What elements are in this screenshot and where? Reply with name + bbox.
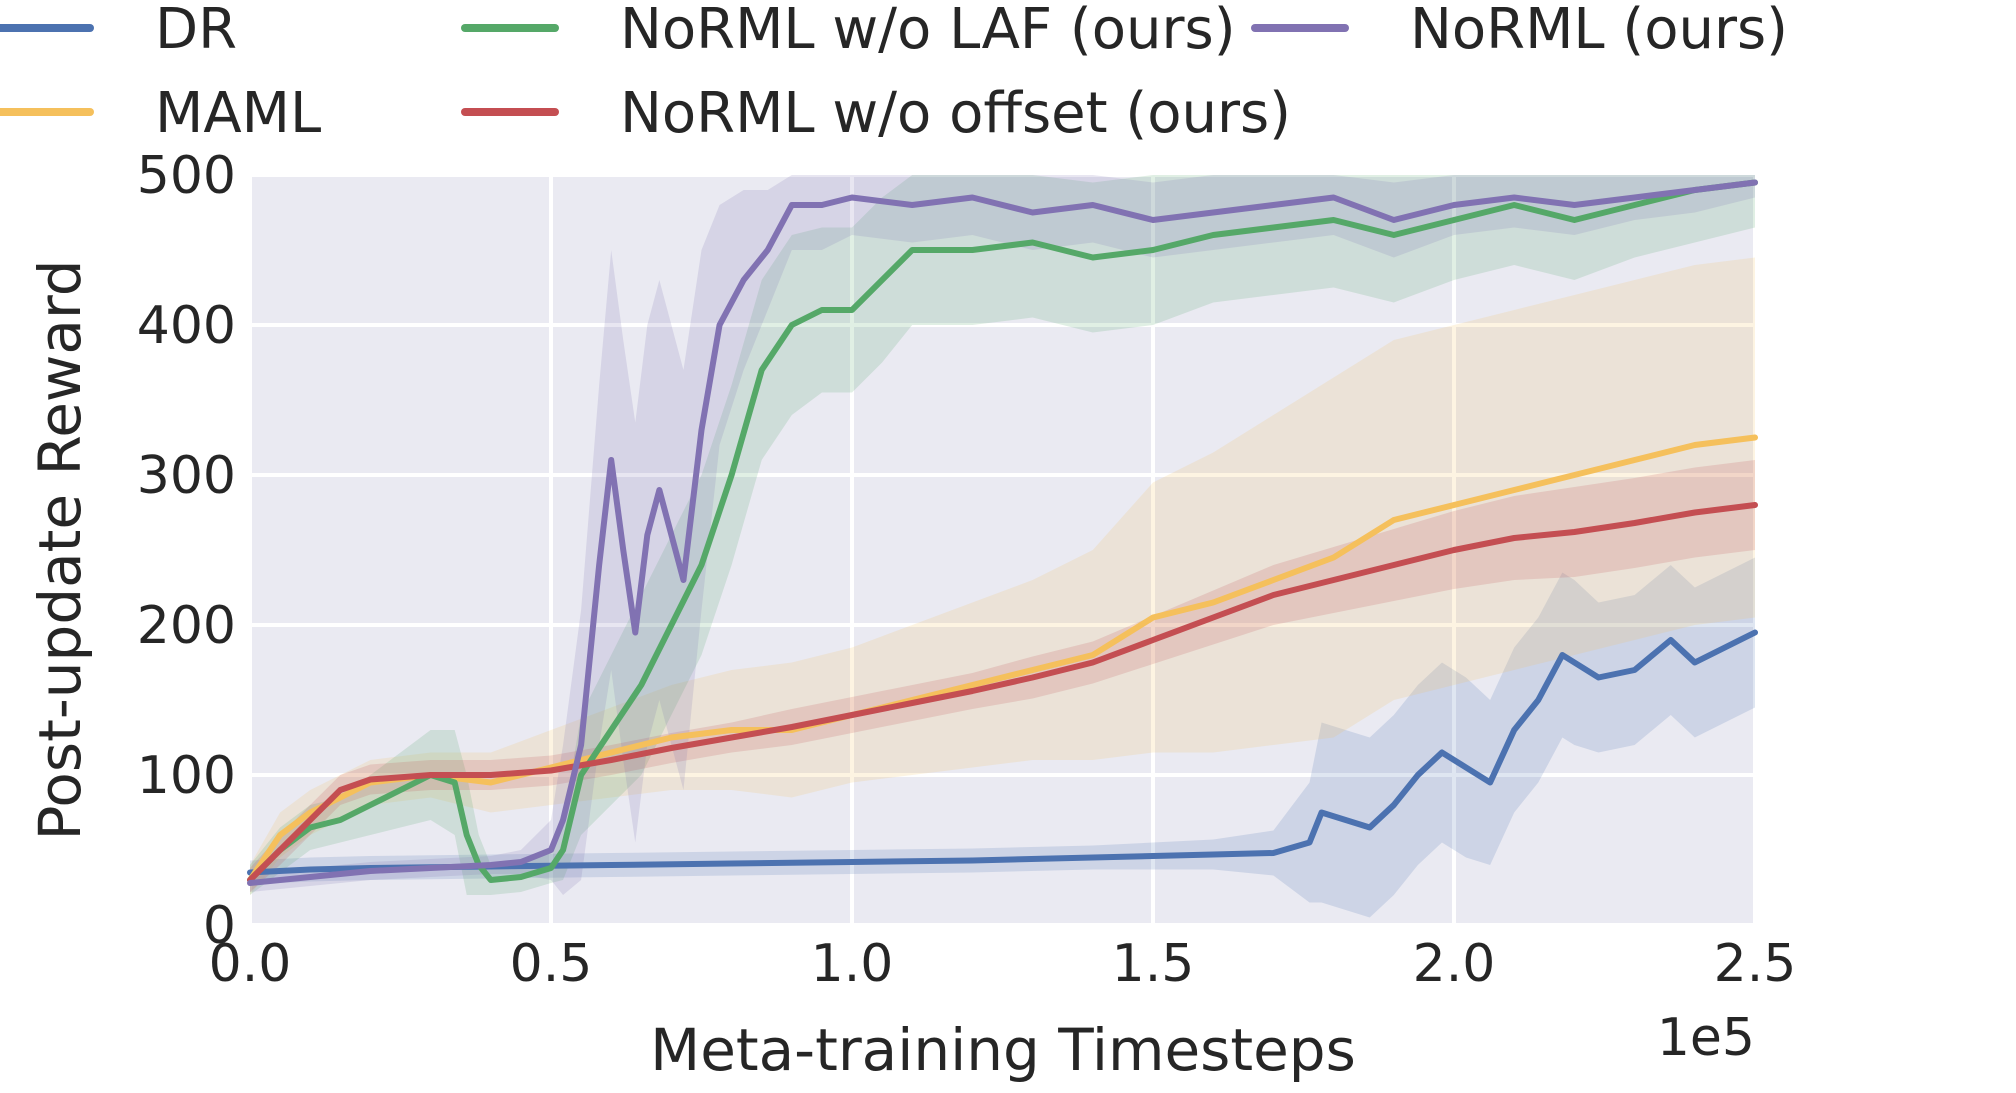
legend-label: DR <box>155 0 237 62</box>
legend-item-norml-ours: NoRML (ours) <box>1251 0 1788 62</box>
legend-item-norml-w-o-offset-ours: NoRML w/o offset (ours) <box>461 81 1291 146</box>
x-tick-label: 0.0 <box>209 934 292 994</box>
x-axis-multiplier: 1e5 <box>1657 1008 1755 1068</box>
series-line-norml-w-o-laf-ours <box>247 179 1758 883</box>
y-axis-label: Post-update Reward <box>26 259 94 840</box>
series-line-norml-w-o-offset-ours <box>247 502 1758 883</box>
band-norml-ours <box>250 175 1755 895</box>
legend-label: NoRML w/o offset (ours) <box>620 81 1291 146</box>
legend-item-norml-w-o-laf-ours: NoRML w/o LAF (ours) <box>461 0 1236 62</box>
x-tick-label: 1.0 <box>811 934 894 994</box>
band-norml-w-o-laf-ours <box>250 175 1755 895</box>
y-tick-label: 200 <box>137 596 236 656</box>
y-tick-label: 0 <box>203 896 236 956</box>
series-line-norml-ours <box>247 179 1758 886</box>
series-lines <box>247 179 1758 886</box>
x-tick-label: 2.5 <box>1714 934 1797 994</box>
y-tick-label: 300 <box>137 446 236 506</box>
x-axis-label: Meta-training Timesteps <box>650 1016 1356 1084</box>
x-tick-label: 2.0 <box>1413 934 1496 994</box>
y-tick-label: 500 <box>137 146 236 206</box>
plot-area <box>250 175 1755 925</box>
x-tick-label: 1.5 <box>1112 934 1195 994</box>
x-axis-ticks: 0.0 0.5 1.0 1.5 2.0 2.5 <box>209 934 1797 994</box>
band-dr <box>250 557 1755 918</box>
x-tick-label: 0.5 <box>510 934 593 994</box>
legend: DR MAML NoRML w/o LAF (ours) NoRML w/o offs… <box>0 0 1788 146</box>
y-tick-label: 100 <box>137 746 236 806</box>
legend-label: MAML <box>155 81 321 146</box>
legend-label: NoRML (ours) <box>1410 0 1788 62</box>
band-maml <box>250 257 1755 895</box>
legend-item-dr: DR <box>0 0 237 62</box>
legend-item-maml: MAML <box>0 81 321 146</box>
series-line-dr <box>247 629 1758 876</box>
legend-label: NoRML w/o LAF (ours) <box>620 0 1236 62</box>
y-tick-label: 400 <box>137 296 236 356</box>
y-axis-ticks: 0 100 200 300 400 500 <box>137 146 236 956</box>
